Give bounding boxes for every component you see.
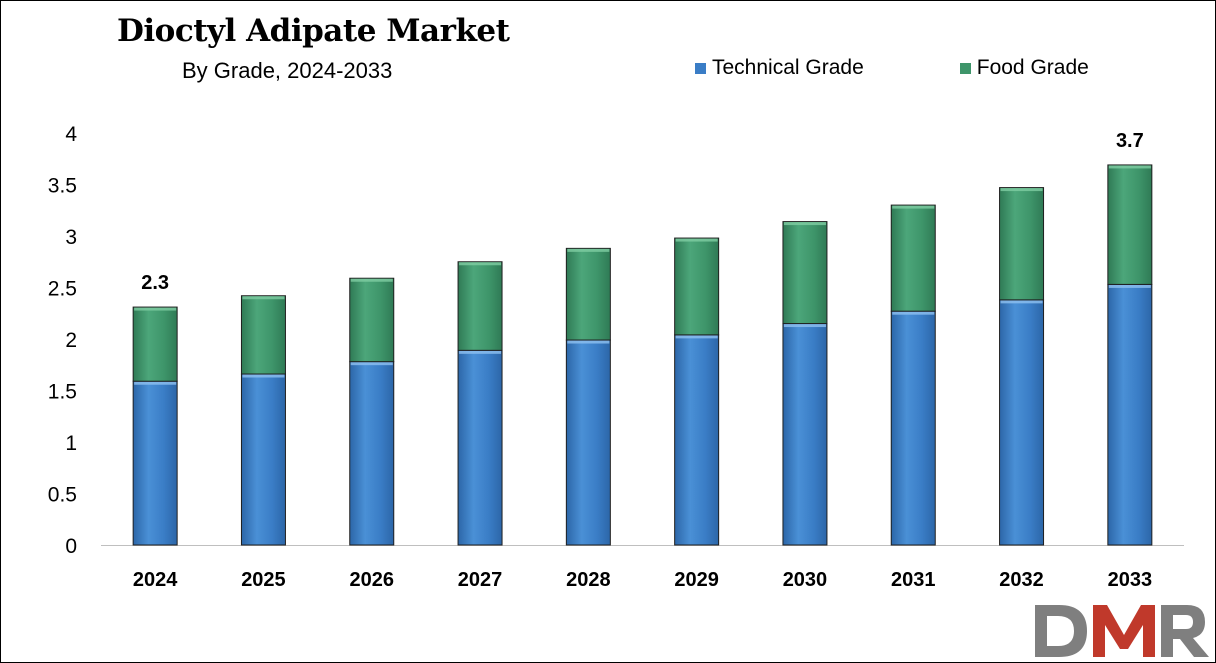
bar-highlight-food-2026 <box>350 278 393 282</box>
legend-swatch-technical-grade <box>695 62 706 74</box>
legend-item-food-grade: Food Grade <box>959 56 1089 80</box>
bar-technical-2029 <box>674 334 720 546</box>
bar-highlight-food-2027 <box>459 262 502 266</box>
x-tick-label-2026: 2026 <box>350 569 395 591</box>
bar-highlight-food-2030 <box>783 222 826 226</box>
bar-food-2026 <box>349 277 395 363</box>
x-tick-label-2029: 2029 <box>674 569 719 591</box>
legend-label-technical-grade: Technical Grade <box>712 56 864 79</box>
bar-technical-2031 <box>890 310 936 546</box>
bar-highlight-technical-2032 <box>1000 300 1043 304</box>
bar-food-2031 <box>890 204 936 312</box>
logo-letter-m <box>1093 605 1155 657</box>
chart-title: Dioctyl Adipate Market <box>117 13 510 49</box>
bar-food-2027 <box>457 261 503 351</box>
y-tick-label: 1 <box>65 432 77 455</box>
legend-label-food-grade: Food Grade <box>976 56 1089 79</box>
bar-technical-2030 <box>782 323 828 546</box>
y-tick-label: 3.5 <box>48 175 77 198</box>
bar-highlight-technical-2028 <box>567 340 610 344</box>
y-tick-label: 2.5 <box>48 278 77 301</box>
y-tick-label: 4 <box>65 123 77 146</box>
bar-food-2030 <box>782 221 828 325</box>
x-tick-label-2031: 2031 <box>891 569 936 591</box>
bar-highlight-technical-2026 <box>350 362 393 366</box>
logo-letter-d <box>1035 605 1087 657</box>
bar-food-2028 <box>565 247 611 341</box>
x-tick-label-2032: 2032 <box>999 569 1044 591</box>
bar-technical-2033 <box>1107 283 1153 546</box>
bar-highlight-food-2028 <box>567 248 610 252</box>
data-label-2033: 3.7 <box>1116 130 1144 152</box>
y-tick-label: 1.5 <box>48 381 77 404</box>
legend-item-technical-grade: Technical Grade <box>695 56 864 80</box>
x-tick-label-2033: 2033 <box>1108 569 1153 591</box>
bar-highlight-technical-2029 <box>675 335 718 339</box>
bar-technical-2026 <box>349 361 395 546</box>
y-tick-label: 0.5 <box>48 484 77 507</box>
chart-subtitle: By Grade, 2024-2033 <box>182 58 393 83</box>
bar-highlight-technical-2030 <box>783 324 826 328</box>
bar-highlight-technical-2027 <box>459 350 502 354</box>
bar-food-2024 <box>132 306 178 382</box>
x-tick-label-2027: 2027 <box>458 569 503 591</box>
bar-technical-2025 <box>240 373 286 546</box>
bar-highlight-food-2032 <box>1000 188 1043 192</box>
x-tick-label-2028: 2028 <box>566 569 611 591</box>
bar-highlight-technical-2024 <box>134 381 177 385</box>
x-tick-label-2030: 2030 <box>783 569 828 591</box>
bar-highlight-food-2025 <box>242 296 285 300</box>
bar-highlight-food-2029 <box>675 238 718 242</box>
bar-food-2032 <box>999 187 1045 301</box>
bar-highlight-food-2033 <box>1108 165 1151 169</box>
bar-highlight-technical-2031 <box>892 311 935 315</box>
y-tick-label: 3 <box>65 226 77 249</box>
bar-highlight-technical-2025 <box>242 374 285 378</box>
x-tick-label-2024: 2024 <box>133 569 178 591</box>
bar-food-2025 <box>240 295 286 375</box>
bar-technical-2028 <box>565 339 611 546</box>
bar-food-2033 <box>1107 164 1153 285</box>
bar-technical-2024 <box>132 380 178 546</box>
logo-letter-r <box>1161 605 1209 657</box>
bar-highlight-technical-2033 <box>1108 284 1151 288</box>
x-tick-label-2025: 2025 <box>241 569 286 591</box>
bar-technical-2032 <box>999 299 1045 546</box>
legend-swatch-food-grade <box>959 62 971 74</box>
y-tick-label: 2 <box>65 329 77 352</box>
data-label-2024: 2.3 <box>141 272 169 294</box>
dmr-logo <box>1035 605 1209 657</box>
bar-technical-2027 <box>457 349 503 546</box>
y-tick-label: 0 <box>65 535 77 558</box>
bar-food-2029 <box>674 237 720 336</box>
legend: Technical Grade Food Grade <box>695 56 1089 80</box>
bar-highlight-food-2031 <box>892 205 935 209</box>
bar-highlight-food-2024 <box>134 307 177 311</box>
